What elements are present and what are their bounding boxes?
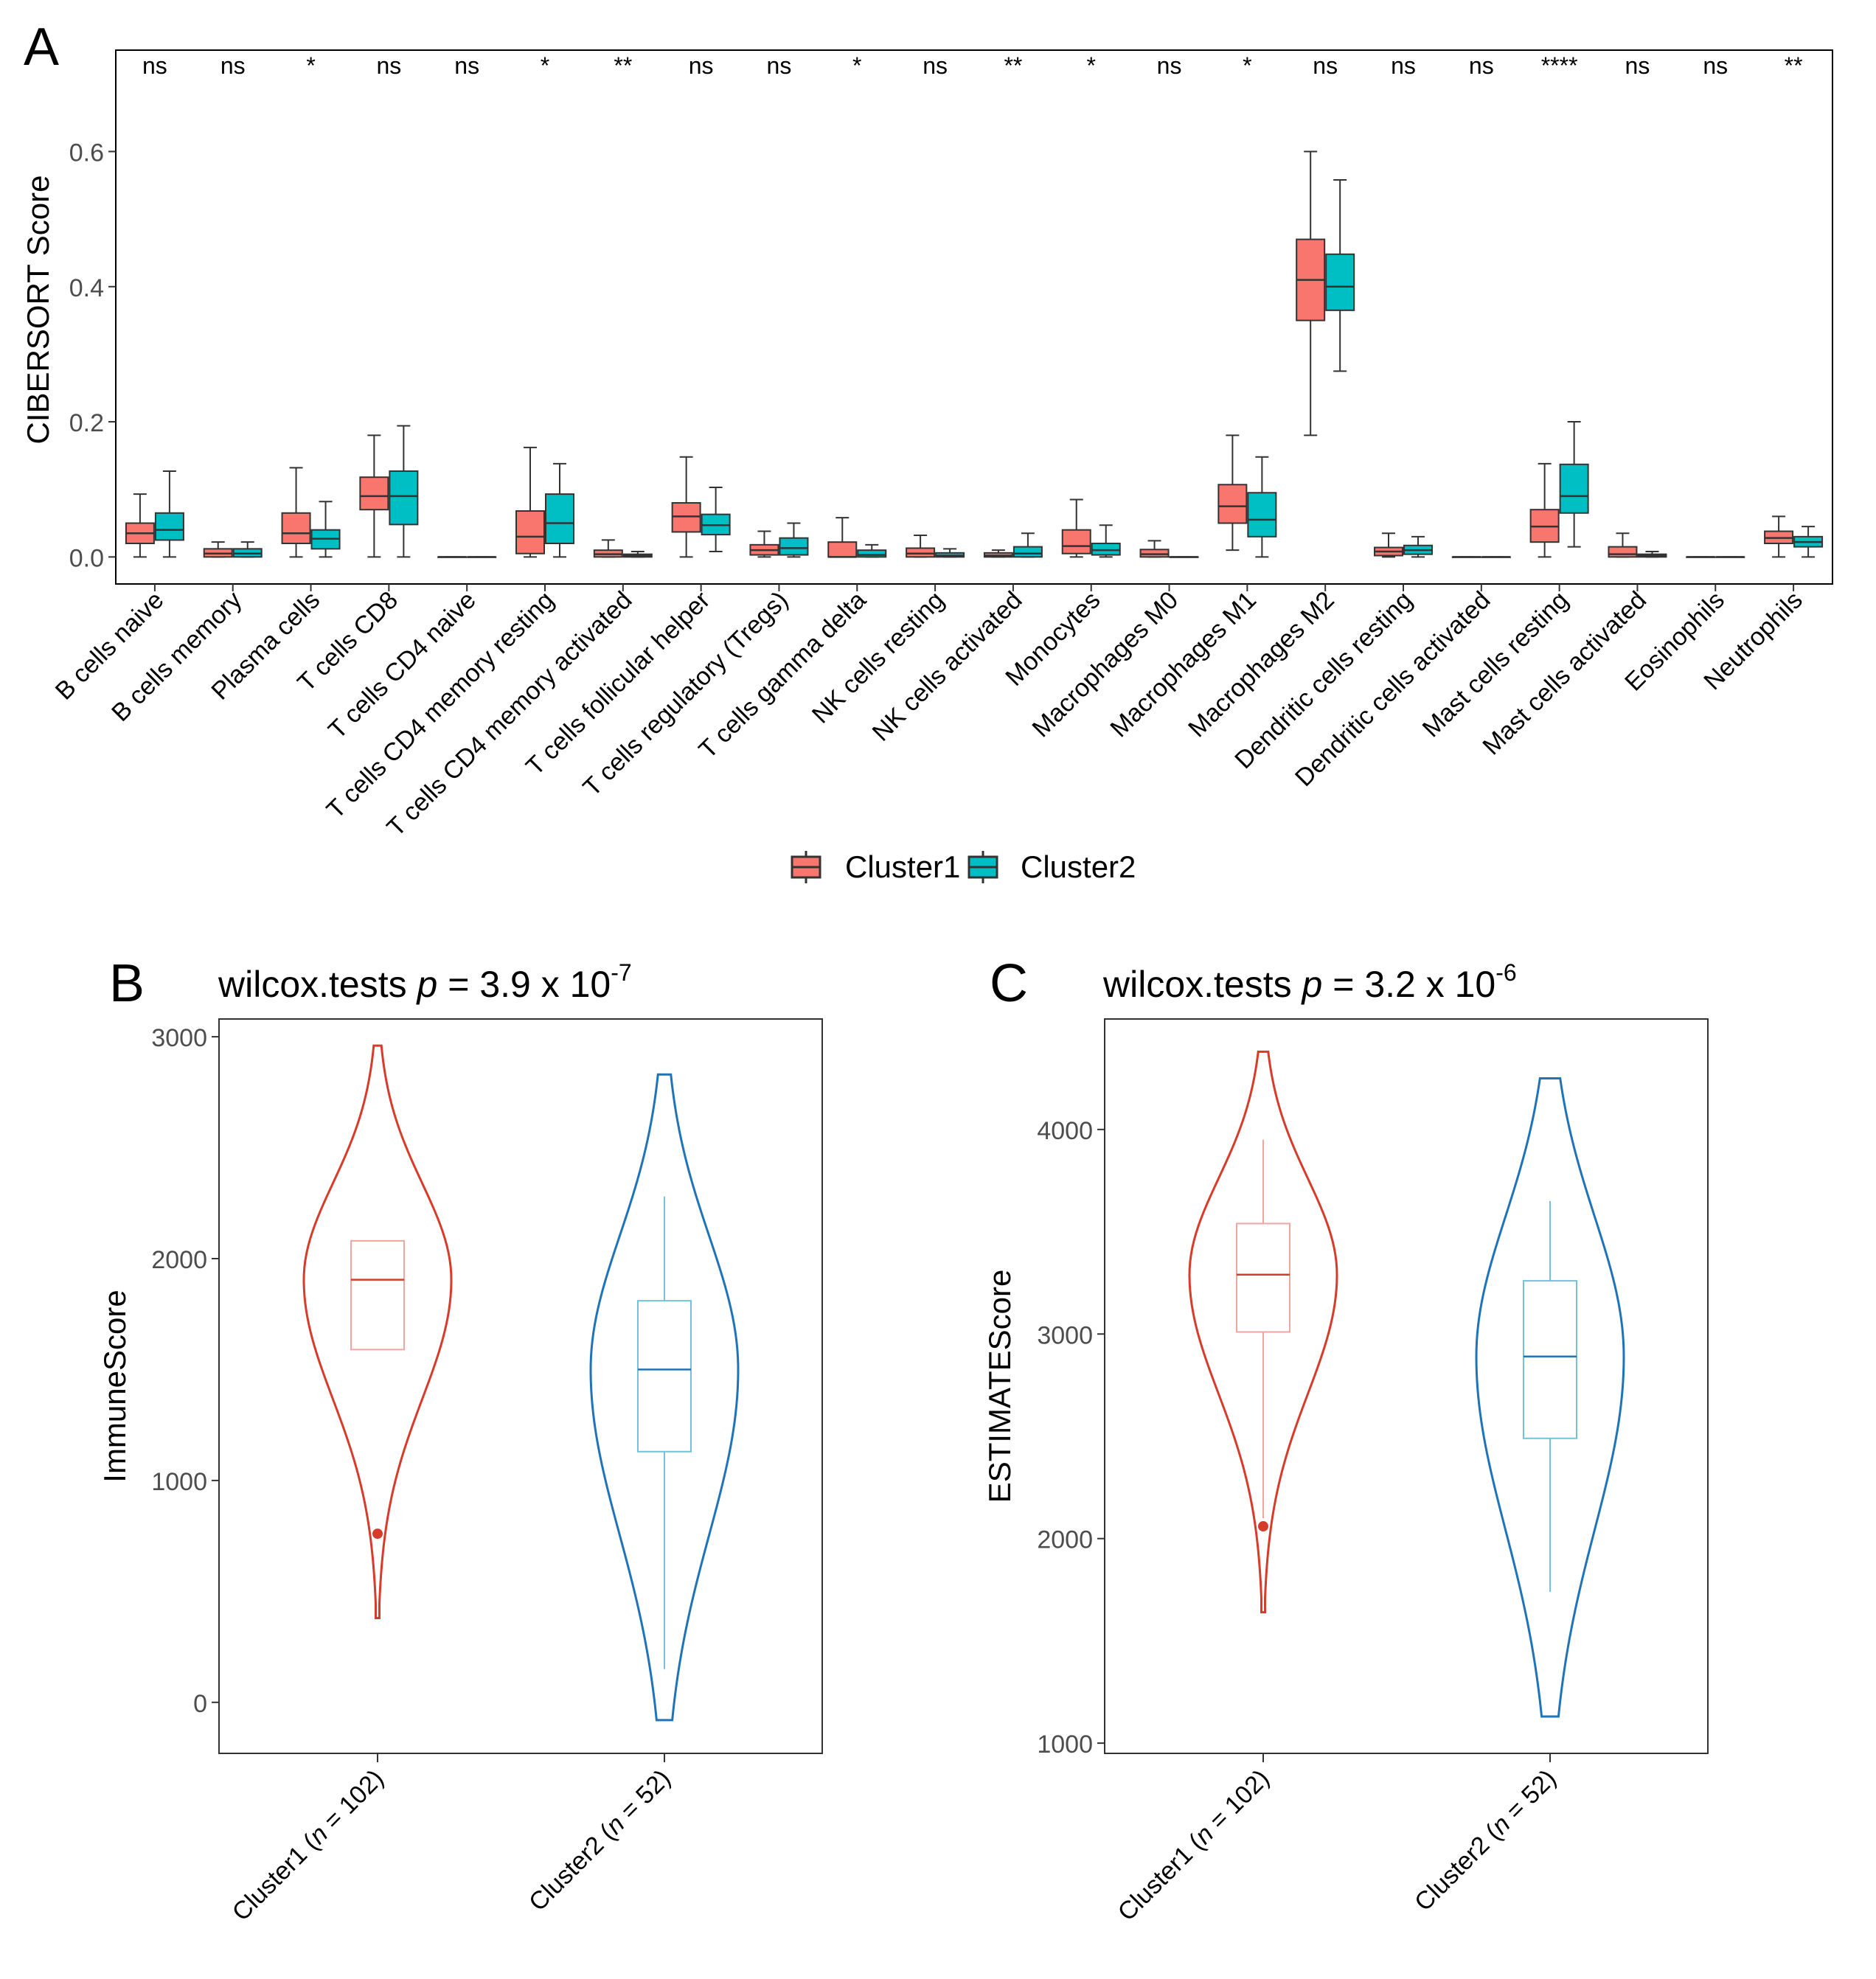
box-cluster1-t-cells-cd8 [359, 476, 389, 511]
violin-cluster2 [1475, 1077, 1625, 1718]
significance-t-cells-cd4-naive: ns [454, 52, 479, 79]
box-cluster2-t-cells-cd4-memory-resting [545, 493, 574, 545]
panel-a-frame [115, 49, 1833, 585]
significance-eosinophils: ns [1703, 52, 1728, 79]
violin-cluster2 [589, 1073, 740, 1722]
panel-b-frame [218, 1018, 823, 1754]
significance-nk-cells-activated: ** [1004, 52, 1022, 79]
y-tick-label: 4000 [1037, 1117, 1093, 1145]
panel-c-frame [1104, 1018, 1709, 1754]
box-cluster2-t-cells-cd8 [389, 470, 419, 526]
outlier-cluster1 [372, 1528, 383, 1540]
significance-t-cells-cd4-memory-resting: * [541, 52, 549, 79]
box-cluster1-macrophages-m0 [1139, 549, 1170, 558]
box-cluster1-t-cells-cd4-memory-resting [515, 510, 545, 554]
panel-c-title-exponent: -6 [1495, 959, 1516, 986]
panel-a-y-label: CIBERSORT Score [21, 175, 55, 445]
y-tick-label: 0.6 [69, 139, 104, 167]
significance-macrophages-m2: ns [1313, 52, 1338, 79]
outlier-cluster1 [1258, 1521, 1268, 1532]
box-cluster1 [1236, 1222, 1290, 1333]
box-cluster2-t-cells-gamma-delta [857, 549, 887, 558]
legend-label-cluster2: Cluster2 [1021, 849, 1136, 884]
significance-mast-cells-resting: **** [1541, 52, 1578, 79]
box-cluster2-b-cells-naive [154, 512, 184, 541]
box-cluster1-mast-cells-activated [1608, 546, 1638, 558]
significance-t-cells-gamma-delta: * [852, 52, 861, 79]
y-tick-label: 0.4 [69, 274, 104, 302]
panel-b-title-prefix: wilcox.tests [218, 964, 407, 1005]
box-cluster2-t-cells-regulatory-tregs [779, 537, 809, 556]
significance-b-cells-memory: ns [220, 52, 246, 79]
box-cluster2-macrophages-m1 [1247, 492, 1277, 538]
y-tick-label: 0 [193, 1690, 207, 1718]
violin-cluster1 [1188, 1050, 1338, 1614]
significance-dendritic-cells-activated: ns [1469, 52, 1494, 79]
significance-neutrophils: ** [1785, 52, 1803, 79]
y-tick-label: 2000 [151, 1246, 207, 1274]
panel-c-title: wilcox.tests p = 3.2 x 10-6 [1102, 959, 1517, 1005]
panel-a-significance: ns ns * ns ns * ** ns ns * ns ** * ns * ns ns ns **** ns ns *… [142, 52, 1803, 79]
y-tick-label: 3000 [1037, 1321, 1093, 1349]
significance-t-cells-follicular-helper: ns [689, 52, 714, 79]
box-cluster1-nk-cells-resting [906, 547, 936, 558]
box-cluster2 [637, 1300, 692, 1453]
y-tick-label: 0.0 [69, 544, 104, 572]
legend-label-cluster1: Cluster1 [845, 849, 960, 884]
y-tick-label: 1000 [151, 1468, 207, 1496]
box-cluster2-macrophages-m2 [1325, 253, 1355, 311]
panel-label-a: A [24, 18, 59, 77]
panel-b-y-label: ImmuneScore [97, 1290, 132, 1482]
panel-c-title-prefix: wilcox.tests [1102, 964, 1292, 1005]
significance-monocytes: * [1087, 52, 1096, 79]
box-cluster2 [1523, 1280, 1577, 1439]
y-tick-label: 1000 [1037, 1731, 1093, 1759]
box-cluster1-monocytes [1061, 529, 1091, 554]
significance-plasma-cells: * [306, 52, 315, 79]
panel-c-title-p: p [1301, 964, 1323, 1005]
box-cluster1 [350, 1239, 405, 1351]
panel-a-legend: Cluster1 Cluster2 [791, 849, 1136, 884]
box-cluster2-nk-cells-activated [1012, 546, 1043, 558]
significance-t-cells-cd8: ns [376, 52, 401, 79]
significance-mast-cells-activated: ns [1625, 52, 1650, 79]
box-cluster2-mast-cells-resting [1559, 463, 1589, 514]
significance-macrophages-m0: ns [1157, 52, 1182, 79]
panel-a-boxes [125, 150, 1824, 558]
panel-a-y-axis: 0.0 0.2 0.4 0.6 [69, 139, 116, 572]
panel-b-title-exponent: -7 [611, 959, 631, 986]
y-tick-label: 0.2 [69, 409, 104, 437]
significance-t-cells-cd4-memory-activated: ** [614, 52, 632, 79]
y-tick-label: 3000 [151, 1024, 207, 1052]
box-cluster2-monocytes [1091, 543, 1121, 556]
panel-b-title-equals: = 3.9 x 10 [437, 964, 611, 1005]
box-cluster1-macrophages-m1 [1217, 484, 1248, 524]
panel-label-b: B [109, 954, 145, 1013]
box-cluster1-plasma-cells [281, 512, 311, 545]
violin-cluster1 [302, 1044, 453, 1619]
box-cluster1-t-cells-follicular-helper [671, 502, 701, 533]
panel-c-title-equals: = 3.2 x 10 [1322, 964, 1495, 1005]
panel-c-y-label: ESTIMATEScore [982, 1270, 1017, 1503]
panel-b-title-p: p [416, 964, 438, 1005]
significance-b-cells-naive: ns [142, 52, 167, 79]
significance-nk-cells-resting: ns [923, 52, 948, 79]
significance-t-cells-regulatory-tregs: ns [767, 52, 792, 79]
significance-macrophages-m1: * [1243, 52, 1251, 79]
panel-b-title: wilcox.tests p = 3.9 x 10-7 [218, 959, 632, 1005]
panel-label-c: C [990, 954, 1028, 1013]
y-tick-label: 2000 [1037, 1526, 1093, 1554]
box-cluster1-t-cells-gamma-delta [827, 541, 858, 558]
significance-dendritic-cells-resting: ns [1391, 52, 1416, 79]
